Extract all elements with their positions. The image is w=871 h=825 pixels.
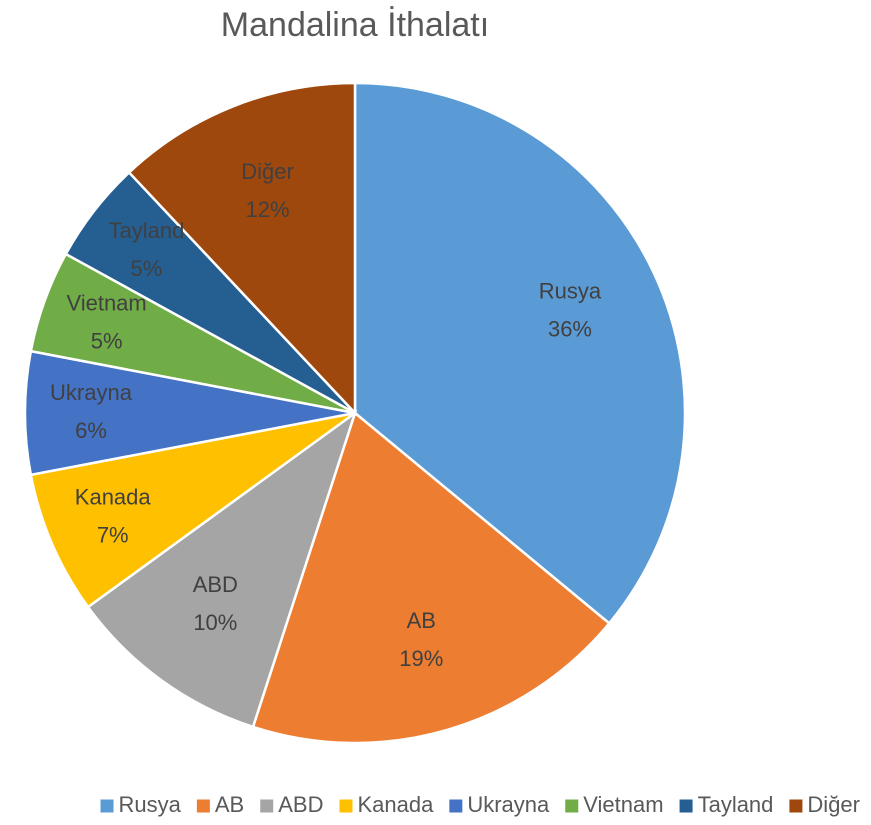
slice-value-label: 5% xyxy=(131,256,163,281)
legend-swatch xyxy=(339,799,353,813)
pie-slice xyxy=(353,81,687,626)
legend-label: Ukrayna xyxy=(467,792,550,817)
legend-label: Rusya xyxy=(119,792,182,817)
slice-label: Diğer xyxy=(241,159,294,184)
slice-value-label: 7% xyxy=(97,523,129,548)
legend-label: Kanada xyxy=(357,792,434,817)
slice-label: Vietnam xyxy=(66,290,146,315)
slice-value-label: 36% xyxy=(548,317,592,342)
legend-swatch xyxy=(100,799,114,813)
slice-label: AB xyxy=(407,608,436,633)
slice-value-label: 10% xyxy=(193,610,237,635)
legend-swatch xyxy=(565,799,579,813)
legend-swatch xyxy=(449,799,463,813)
legend-swatch xyxy=(260,799,274,813)
legend-swatch xyxy=(196,799,210,813)
pie-slice xyxy=(29,411,356,609)
legend-swatch xyxy=(679,799,693,813)
slice-value-label: 12% xyxy=(246,197,290,222)
pie-slice xyxy=(127,81,357,417)
slice-label: Ukrayna xyxy=(50,380,133,405)
legend-label: Vietnam xyxy=(583,792,663,817)
legend-label: Diğer xyxy=(807,792,860,817)
slice-value-label: 19% xyxy=(399,646,443,671)
chart-title: Mandalina İthalatı xyxy=(221,6,489,44)
pie-slice xyxy=(23,349,356,477)
legend-label: Tayland xyxy=(698,792,774,817)
slice-label: ABD xyxy=(193,572,238,597)
slice-label: Tayland xyxy=(108,218,184,243)
legend-swatch xyxy=(789,799,803,813)
slice-value-label: 6% xyxy=(75,418,107,443)
legend-label: AB xyxy=(215,792,244,817)
slice-label: Kanada xyxy=(75,485,152,510)
legend-label: ABD xyxy=(278,792,323,817)
slice-value-label: 5% xyxy=(91,328,123,353)
pie-slice xyxy=(86,409,358,729)
pie-slice xyxy=(251,410,612,745)
slice-label: Rusya xyxy=(539,279,602,304)
